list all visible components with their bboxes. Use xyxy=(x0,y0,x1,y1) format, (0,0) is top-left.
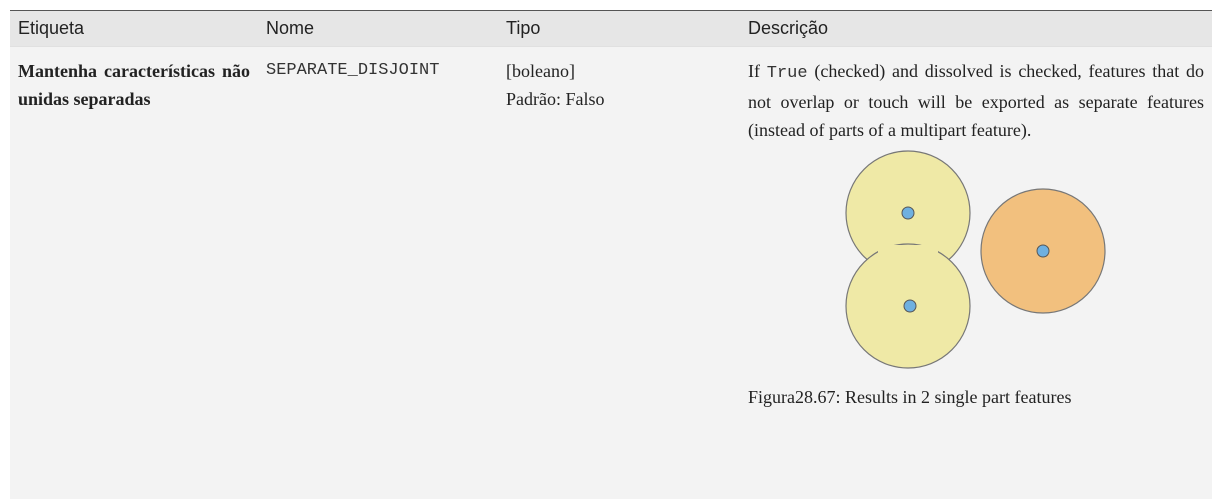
polygon-join xyxy=(878,245,938,275)
name-cell: SEPARATE_DISJOINT xyxy=(258,47,498,499)
description-text: If xyxy=(748,61,760,81)
header-cell: Etiqueta xyxy=(10,11,258,47)
point xyxy=(902,207,914,219)
data-row: Mantenha características não unidas sepa… xyxy=(10,47,1212,499)
param-default: Padrão: Falso xyxy=(506,85,732,113)
param-name: SEPARATE_DISJOINT xyxy=(266,61,439,80)
header-cell: Nome xyxy=(258,11,498,47)
code: True xyxy=(767,64,808,83)
label-cell: Mantenha características não unidas sepa… xyxy=(10,47,258,499)
figure xyxy=(838,150,1118,375)
point xyxy=(1037,245,1049,257)
type-cell: [boleano] Padrão: Falso xyxy=(498,47,740,499)
point xyxy=(904,300,916,312)
description: If True (checked) and dissolved is check… xyxy=(748,57,1204,144)
header-row: Etiqueta Nome Tipo Descrição xyxy=(10,11,1212,47)
description-text: (checked) and dissolved is checked, feat… xyxy=(748,61,1204,140)
description-cell: If True (checked) and dissolved is check… xyxy=(740,47,1212,499)
header-cell: Descrição xyxy=(740,11,1212,47)
header-cell: Tipo xyxy=(498,11,740,47)
figure-caption: Figura28.67: Results in 2 single part fe… xyxy=(748,383,1204,411)
param-type: [boleano] xyxy=(506,57,732,85)
parameter-table: Etiqueta Nome Tipo Descrição Mantenha ca… xyxy=(10,10,1212,499)
